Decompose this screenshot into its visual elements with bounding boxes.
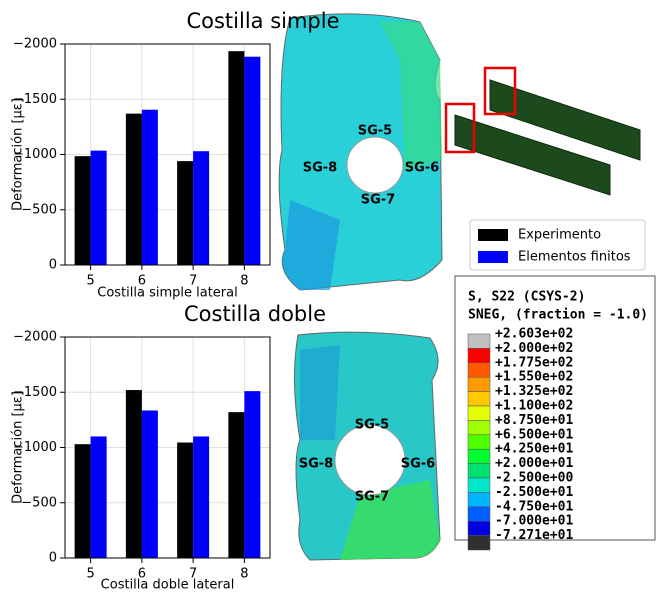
bar: [142, 110, 158, 265]
contour-level-label: +8.750e+01: [495, 413, 573, 428]
bar: [228, 51, 244, 265]
y-tick-label: 0: [49, 258, 57, 273]
contour-level-label: +6.500e+01: [495, 427, 573, 442]
contour-level-label: -4.750e+01: [495, 499, 573, 514]
contour-swatch: [468, 420, 490, 434]
contour-level-label: +1.325e+02: [495, 384, 573, 399]
contour-level-label: -2.500e+01: [495, 485, 573, 500]
contour-legend-title: SNEG, (fraction = -1.0): [468, 308, 648, 323]
contour-swatch: [468, 377, 490, 391]
contour-swatch: [468, 435, 490, 449]
contour-swatch: [468, 348, 490, 362]
strain-gauge-label: SG-7: [355, 490, 389, 505]
contour-level-label: +1.100e+02: [495, 399, 573, 414]
figure: −2000−1500−1000−50005678Costilla simpleC…: [0, 0, 666, 598]
contour-level-label: +2.603e+02: [495, 327, 573, 342]
legend-label: Experimento: [518, 228, 601, 243]
strain-gauge-label: SG-6: [401, 457, 435, 472]
bar: [91, 151, 107, 265]
bar: [177, 161, 193, 265]
contour-swatch: [468, 449, 490, 463]
y-tick-label: −2000: [13, 37, 57, 52]
contour-level-label: +2.000e+02: [495, 341, 573, 356]
legend-label: Elementos finitos: [518, 250, 631, 265]
y-tick-label: −2000: [13, 330, 57, 345]
contour-swatch: [468, 492, 490, 506]
bar: [126, 390, 142, 558]
x-axis-label: Costilla simple lateral: [97, 286, 237, 301]
fea-plate-doble: [294, 332, 440, 560]
strain-gauge-label: SG-8: [303, 161, 337, 176]
x-tick-label: 5: [86, 567, 94, 582]
legend-swatch: [478, 251, 508, 263]
bar: [244, 391, 260, 558]
strain-gauge-label: SG-8: [299, 457, 333, 472]
bar: [244, 57, 260, 265]
contour-swatch: [468, 334, 490, 348]
contour-level-label: -7.000e+01: [495, 514, 573, 529]
contour-level-label: +2.000e+01: [495, 456, 573, 471]
contour-swatch: [468, 406, 490, 420]
contour-level-label: -7.271e+01: [495, 528, 573, 543]
strain-gauge-label: SG-5: [358, 124, 392, 139]
y-axis-label: Deformación [με]: [11, 391, 26, 504]
y-tick-label: −500: [21, 202, 57, 217]
contour-level-label: +4.250e+01: [495, 442, 573, 457]
contour-swatch: [468, 363, 490, 377]
y-tick-label: −500: [21, 495, 57, 510]
contour-swatch: [468, 536, 490, 550]
bar: [75, 444, 91, 558]
bar: [91, 436, 107, 558]
contour-level-label: +1.550e+02: [495, 370, 573, 385]
strain-gauge-label: SG-6: [405, 161, 439, 176]
bar: [126, 114, 142, 265]
bar: [228, 412, 244, 558]
bar: [142, 410, 158, 558]
x-tick-label: 8: [240, 567, 248, 582]
chart-title: Costilla doble: [184, 302, 326, 326]
bar: [193, 436, 209, 558]
contour-swatch: [468, 464, 490, 478]
y-axis-label: Deformación [με]: [11, 98, 26, 211]
strain-gauge-label: SG-7: [361, 193, 395, 208]
bar: [75, 156, 91, 265]
contour-swatch: [468, 478, 490, 492]
contour-swatch: [468, 521, 490, 535]
chart-title: Costilla simple: [186, 9, 339, 33]
rib-assembly: [446, 68, 640, 195]
x-tick-label: 5: [86, 274, 94, 289]
contour-swatch: [468, 392, 490, 406]
contour-swatch: [468, 507, 490, 521]
contour-level-label: +1.775e+02: [495, 355, 573, 370]
bar: [177, 443, 193, 558]
x-axis-label: Costilla doble lateral: [101, 578, 235, 593]
contour-level-label: -2.500e+00: [495, 471, 573, 486]
y-tick-label: 0: [49, 551, 57, 566]
fea-plate-simple: [279, 14, 442, 290]
contour-legend-title: S, S22 (CSYS-2): [468, 290, 585, 305]
legend-swatch: [478, 229, 508, 241]
x-tick-label: 8: [240, 274, 248, 289]
strain-gauge-label: SG-5: [355, 418, 389, 433]
bar: [193, 151, 209, 265]
